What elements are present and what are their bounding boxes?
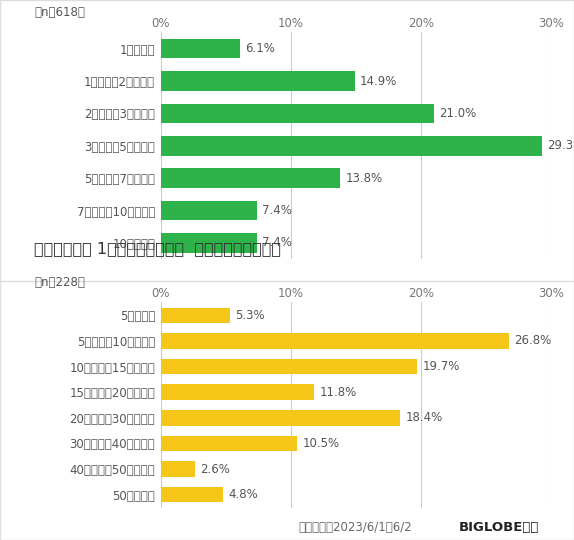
Text: 26.8%: 26.8% xyxy=(515,334,552,347)
Bar xyxy=(161,410,400,426)
Bar xyxy=(161,308,230,323)
Bar xyxy=(161,71,355,91)
Text: 10.5%: 10.5% xyxy=(302,437,340,450)
Text: （n＝618）: （n＝618） xyxy=(34,6,86,19)
Bar xyxy=(161,39,240,58)
Text: 21.0%: 21.0% xyxy=(439,107,476,120)
Text: 14.9%: 14.9% xyxy=(360,75,397,87)
Bar xyxy=(161,359,417,374)
Text: 18.4%: 18.4% xyxy=(405,411,443,424)
Text: 5.3%: 5.3% xyxy=(235,309,265,322)
Bar xyxy=(161,436,297,451)
Text: （n＝228）: （n＝228） xyxy=(34,276,86,289)
Text: 13.8%: 13.8% xyxy=(346,172,383,185)
Bar xyxy=(161,201,257,220)
Bar xyxy=(161,233,257,253)
Text: 19.7%: 19.7% xyxy=(422,360,460,373)
Bar xyxy=(161,487,223,502)
Bar xyxy=(161,104,434,123)
Text: 2.6%: 2.6% xyxy=(200,463,230,476)
Bar xyxy=(161,136,542,156)
Text: 調査期間：2023/6/1〜6/2: 調査期間：2023/6/1〜6/2 xyxy=(298,521,412,534)
Text: 【海外旅行】 1回の旅行にかける  ひとりあたりの予算: 【海外旅行】 1回の旅行にかける ひとりあたりの予算 xyxy=(34,241,281,256)
Bar xyxy=(161,168,340,188)
Bar xyxy=(161,333,509,349)
Bar xyxy=(161,461,195,477)
Text: BIGLOBE調べ: BIGLOBE調べ xyxy=(459,521,540,534)
Text: 6.1%: 6.1% xyxy=(245,42,275,55)
Text: 7.4%: 7.4% xyxy=(262,204,292,217)
Text: 7.4%: 7.4% xyxy=(262,237,292,249)
Text: 4.8%: 4.8% xyxy=(228,488,258,501)
Text: 11.8%: 11.8% xyxy=(320,386,356,399)
Bar xyxy=(161,384,314,400)
Text: 29.3%: 29.3% xyxy=(547,139,574,152)
